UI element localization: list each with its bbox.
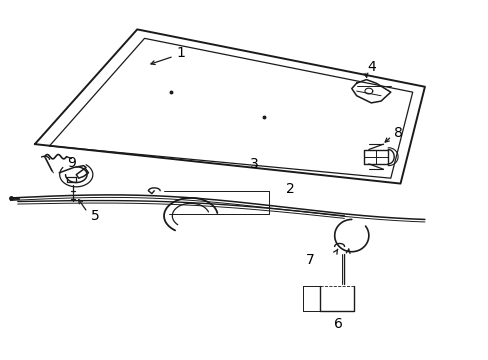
Text: 3: 3 [249, 157, 258, 171]
Text: 6: 6 [333, 317, 342, 331]
Text: 7: 7 [305, 253, 314, 267]
Text: 8: 8 [393, 126, 402, 140]
Text: 9: 9 [67, 156, 76, 170]
Text: 5: 5 [91, 209, 100, 223]
Text: 2: 2 [286, 182, 295, 196]
Text: 4: 4 [366, 60, 375, 74]
Text: 1: 1 [176, 46, 185, 60]
